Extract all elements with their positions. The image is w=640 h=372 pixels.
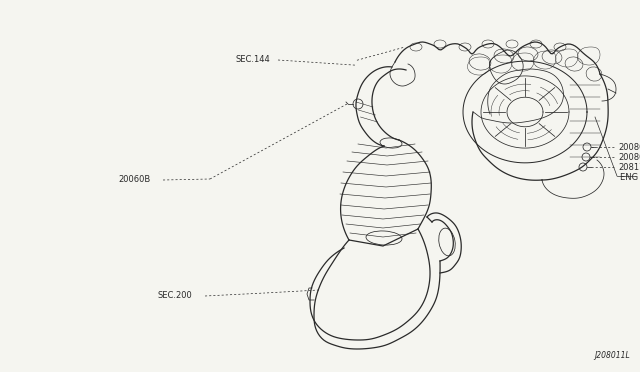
Text: SEC.144: SEC.144 <box>235 55 269 64</box>
Text: ENG ASSY: ENG ASSY <box>620 173 640 183</box>
Text: 20060B: 20060B <box>118 176 150 185</box>
Text: SEC.200: SEC.200 <box>158 292 193 301</box>
Text: J208011L: J208011L <box>595 351 630 360</box>
Text: 20080AB: 20080AB <box>618 142 640 151</box>
Text: 20817: 20817 <box>618 163 640 171</box>
Text: 20080AA: 20080AA <box>618 153 640 161</box>
